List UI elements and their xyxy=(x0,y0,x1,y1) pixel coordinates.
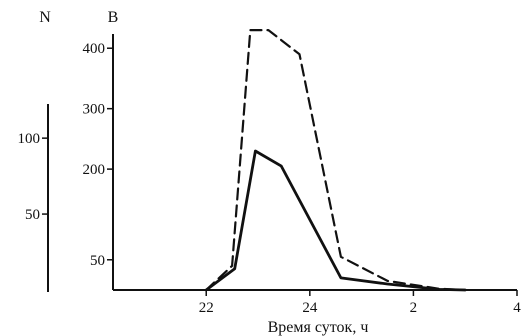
y-tick-label-right: 400 xyxy=(83,41,106,57)
x-tick-label: 4 xyxy=(513,300,521,316)
series-line-solid xyxy=(204,149,467,292)
y-tick-label-right: 50 xyxy=(90,253,105,269)
y-tick-label-right: 200 xyxy=(83,162,106,178)
x-tick-label: 2 xyxy=(410,300,418,316)
x-axis-title: Время суток, ч xyxy=(268,319,369,336)
series-line-dashed xyxy=(205,29,467,292)
y-axis-right-title: B xyxy=(108,9,119,26)
x-tick-label: 22 xyxy=(199,300,214,316)
y-tick-label-right: 300 xyxy=(83,102,106,118)
y-tick-label-left: 50 xyxy=(25,207,40,223)
y-tick-label-left: 100 xyxy=(18,131,41,147)
x-tick-label: 24 xyxy=(302,300,318,316)
series-layer xyxy=(204,29,467,292)
y-axis-left-title: N xyxy=(39,9,51,26)
